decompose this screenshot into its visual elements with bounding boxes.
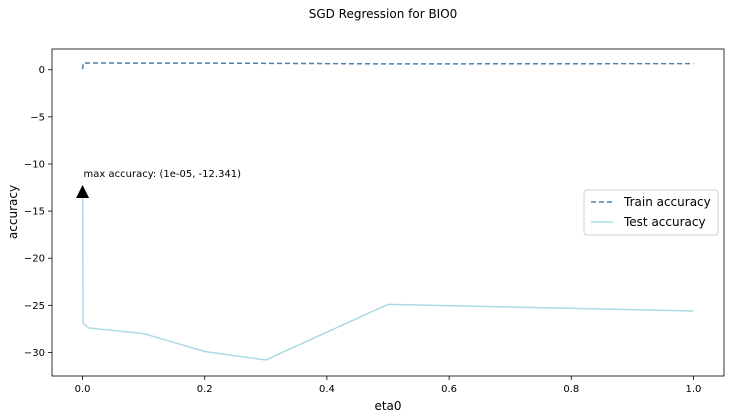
x-tick-label: 1.0 [686, 384, 702, 395]
plot-frame [51, 48, 725, 377]
test-accuracy-line [81, 186, 694, 361]
x-axis-label: eta0 [374, 399, 401, 413]
legend: Train accuracy Test accuracy [583, 189, 719, 236]
y-tick-label: −25 [24, 301, 45, 312]
y-axis-label: accuracy [6, 185, 20, 239]
train-accuracy-line [81, 62, 694, 70]
legend-box [583, 189, 719, 236]
annotation-arrow [76, 185, 90, 199]
plot-area: 0.0 0.2 0.4 0.6 0.8 1.0 0 −5 −10 −15 −20 −25 −30 max … [24, 62, 702, 395]
annotation-text: max accuracy: (1e-05, -12.341) [84, 169, 242, 180]
y-tick-label: −15 [24, 207, 45, 218]
x-tick-label: 0.2 [197, 384, 213, 395]
y-tick-label: −5 [30, 112, 45, 123]
x-tick-label: 0.6 [441, 384, 457, 395]
y-tick-label: −10 [24, 159, 45, 170]
legend-label-train: Train accuracy [623, 195, 711, 209]
legend-label-test: Test accuracy [623, 215, 706, 229]
x-tick-label: 0.4 [319, 384, 335, 395]
x-tick-label: 0.8 [563, 384, 579, 395]
y-tick-label: 0 [39, 65, 45, 76]
chart-title: SGD Regression for BIO0 [309, 7, 458, 21]
y-tick-label: −20 [24, 254, 45, 265]
y-tick-label: −30 [24, 348, 45, 359]
x-tick-label: 0.0 [75, 384, 91, 395]
